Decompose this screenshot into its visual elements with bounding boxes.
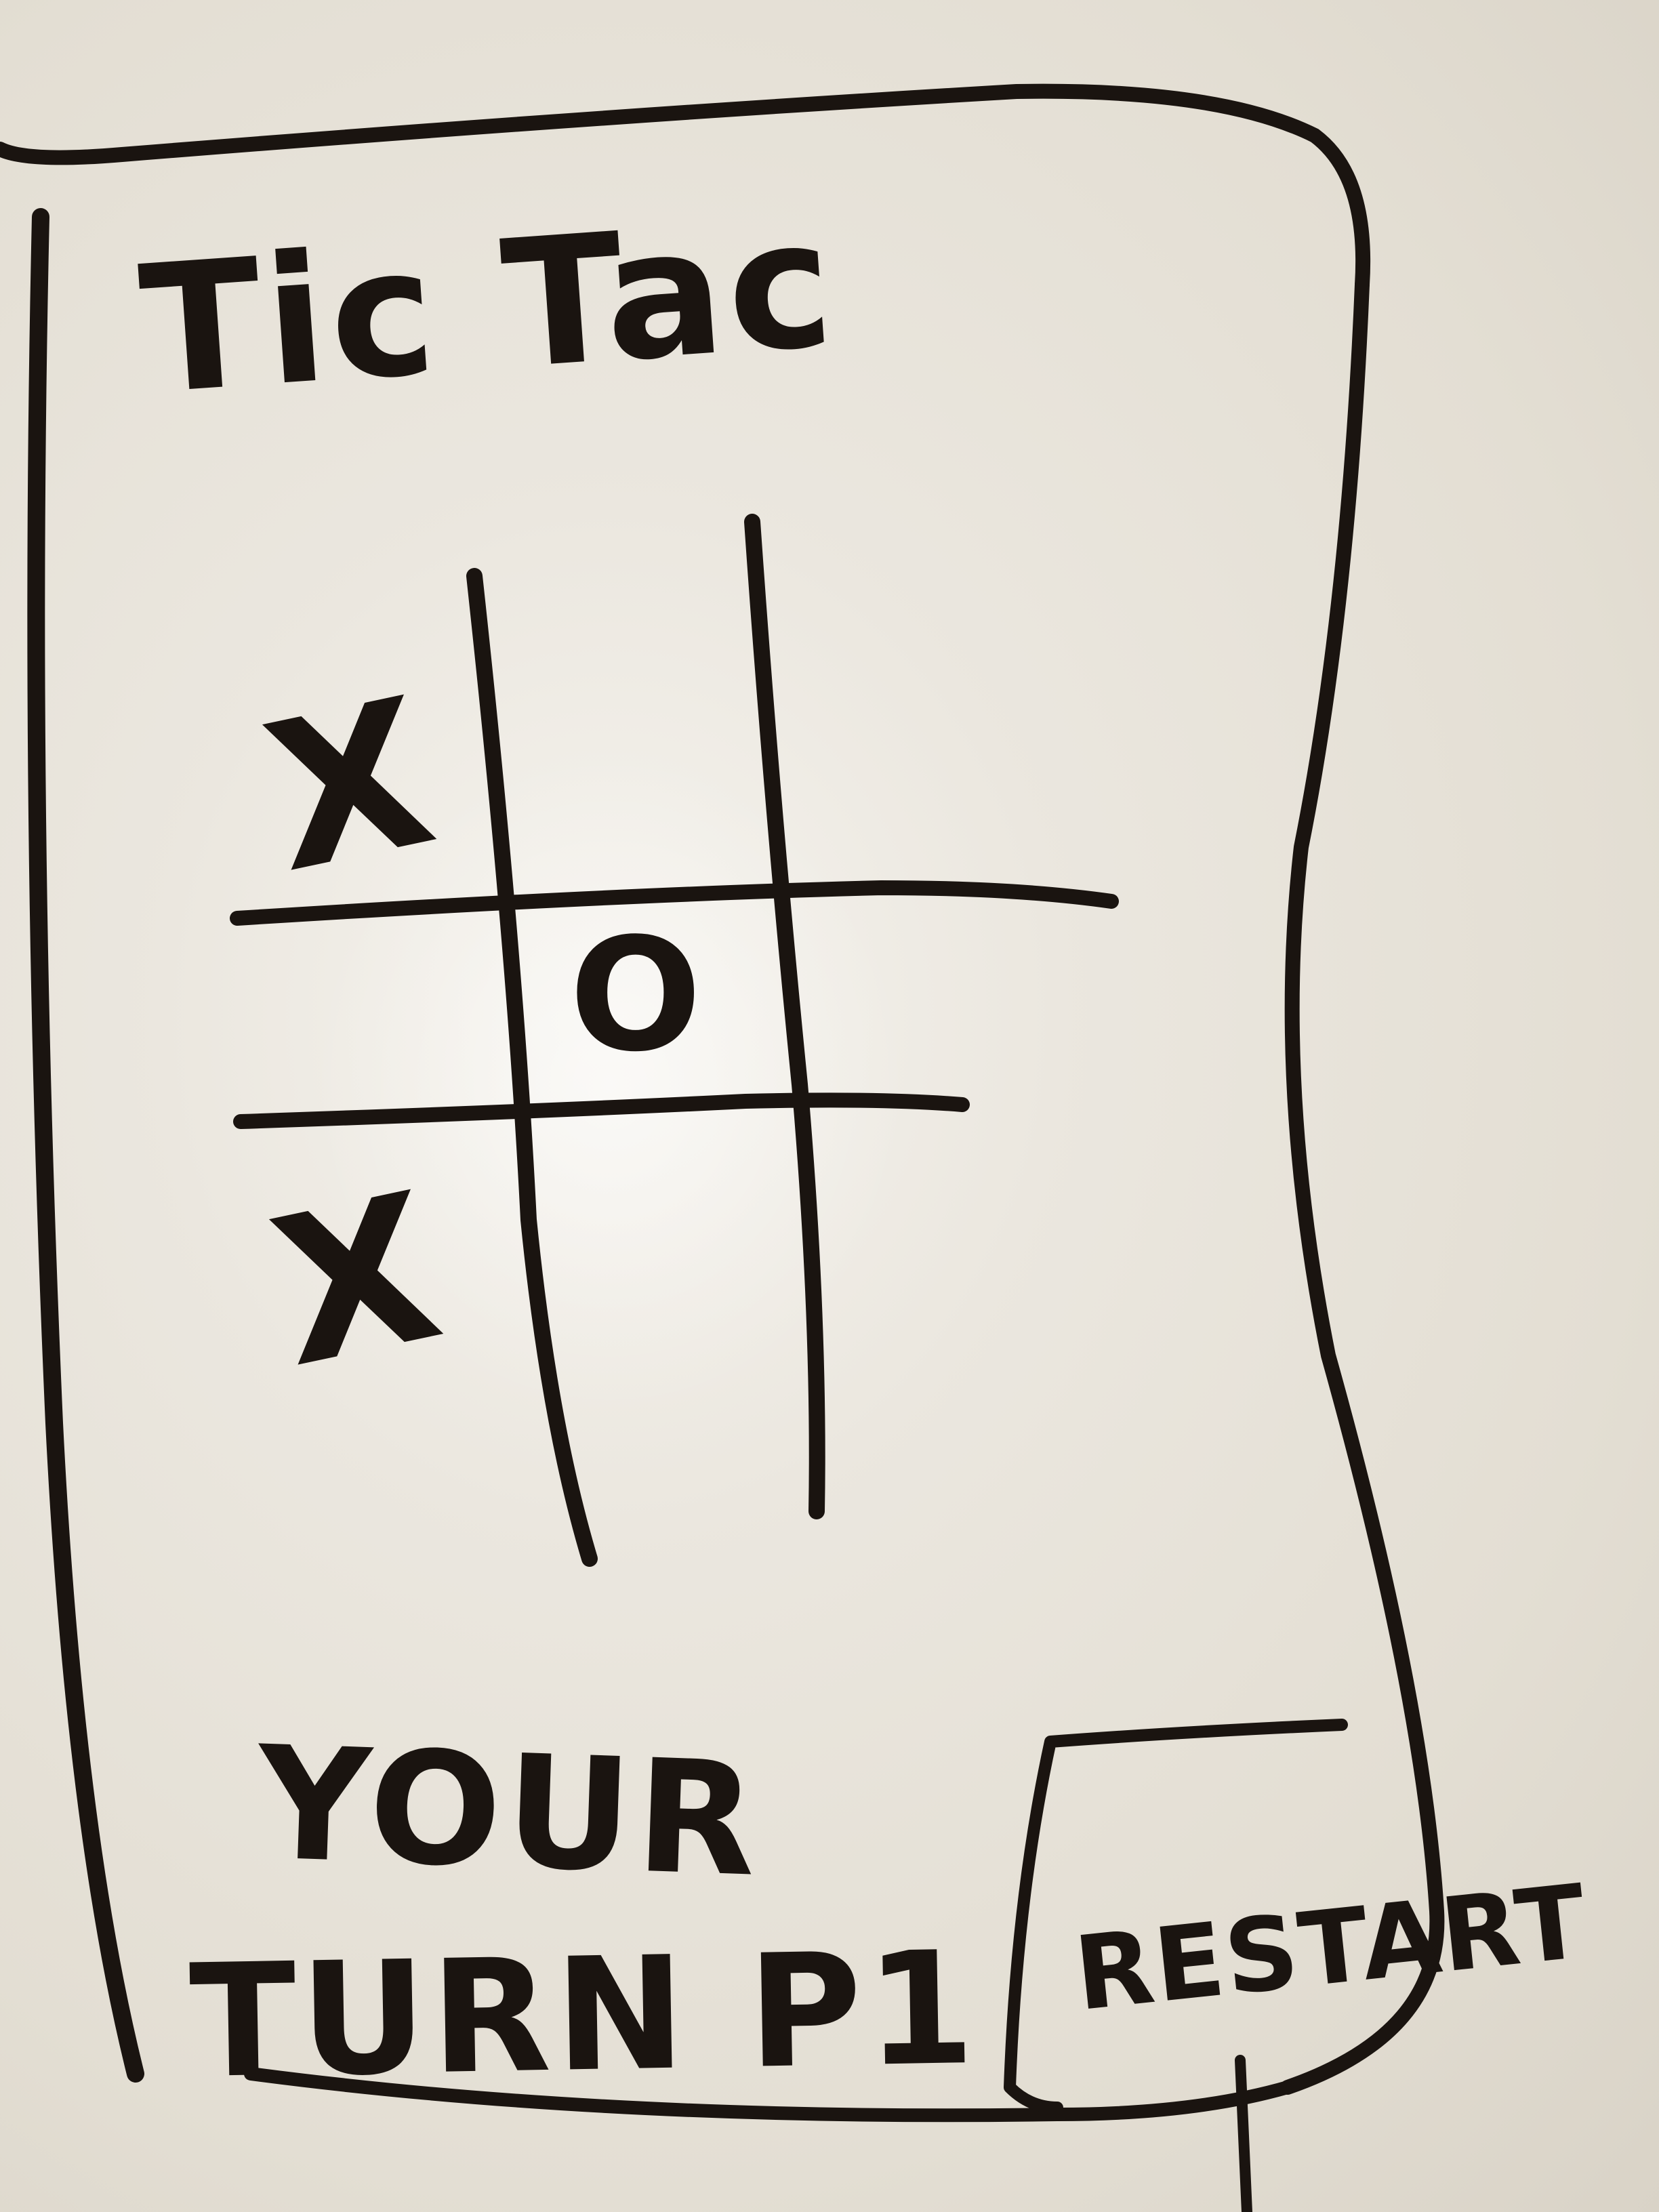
device-frame-top [0,83,1371,292]
cell-r1-c1[interactable]: O [515,912,786,1108]
app-title: Tic Tac [134,181,843,434]
cell-r2-c2[interactable] [813,1132,1084,1355]
turn-status-line-1: YOUR [254,1713,764,1912]
cell-r2-c1[interactable] [535,1139,806,1362]
cell-mark: X [248,653,451,918]
cell-mark: O [569,905,702,1086]
turn-status-line-2: TURN P1 [188,1918,981,2114]
grid-line-vertical-1 [466,568,598,1567]
cell-r1-c0[interactable] [230,912,501,1108]
cell-r2-c0[interactable]: X [237,1149,508,1412]
device-frame-bottom [244,2067,1294,2123]
device-frame-right [1280,277,1445,2095]
grid-line-vertical-2 [744,514,825,1519]
cell-r1-c2[interactable] [800,908,1071,1105]
cell-r0-c2[interactable] [800,657,1071,881]
restart-button[interactable]: RESTART [1010,1735,1593,2114]
cell-r0-c0[interactable]: X [230,654,501,918]
device-frame-left [27,208,144,2083]
device-frame-stand [1235,2055,1252,2212]
restart-box-outline [1004,1719,1348,2114]
cell-mark: X [255,1148,457,1413]
grid-line-horizontal-1 [230,880,1119,926]
cell-r0-c1[interactable] [515,664,786,888]
grid-line-horizontal-2 [233,1092,970,1129]
